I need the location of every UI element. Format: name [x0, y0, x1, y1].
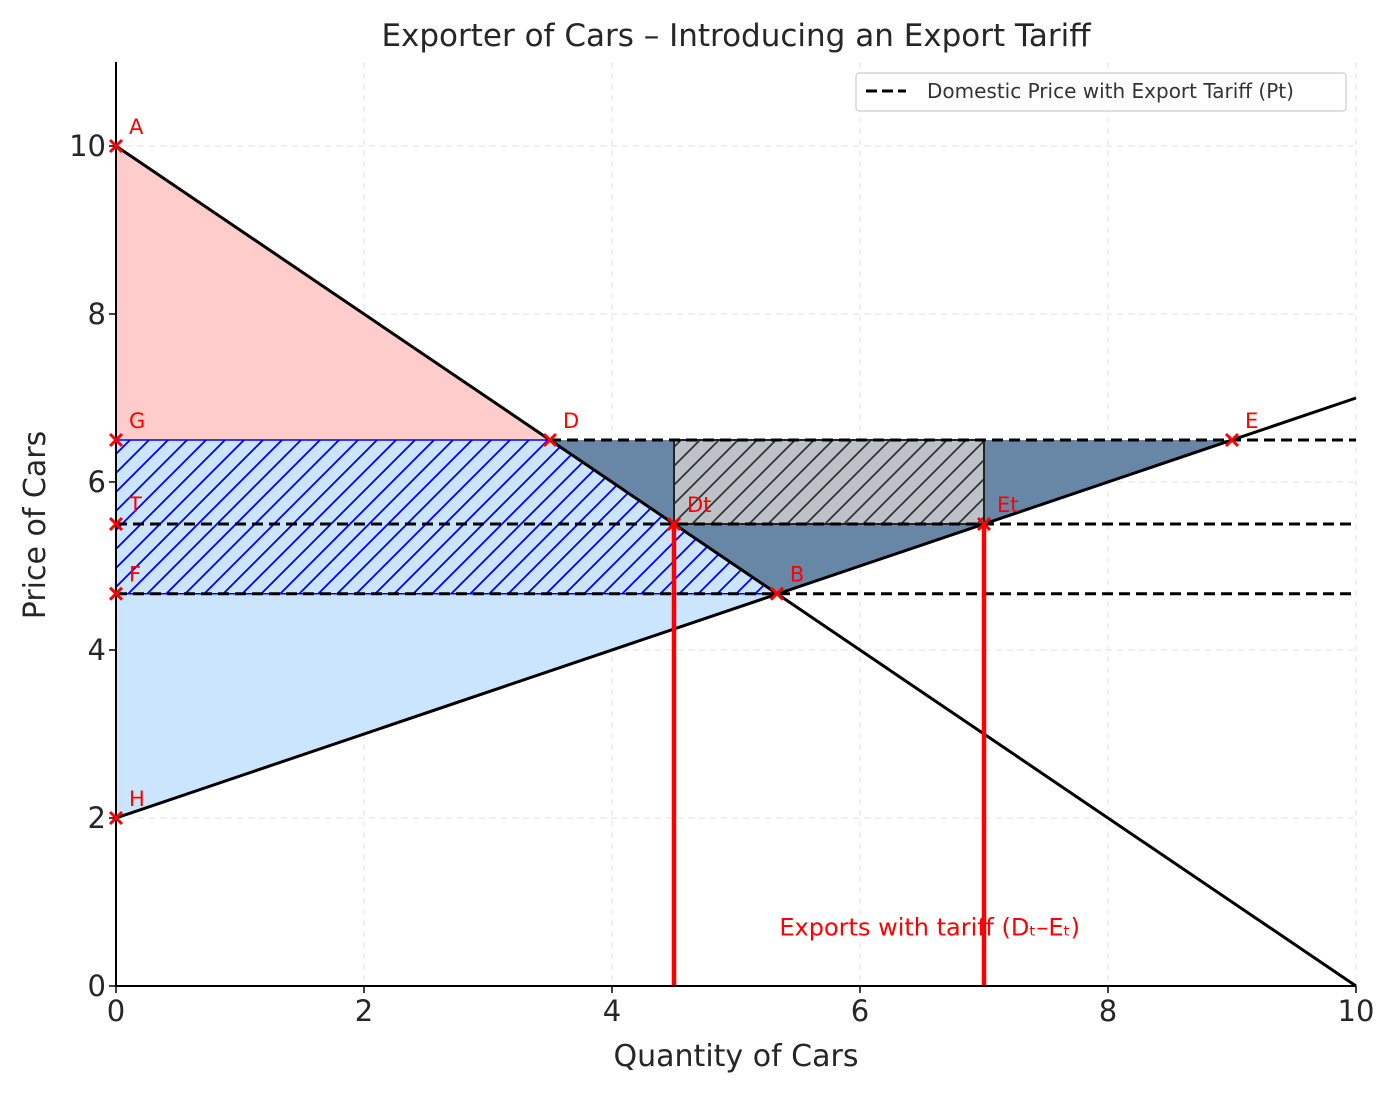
exports-annotation: Exports with tariff (Dₜ–Eₜ) [779, 914, 1080, 942]
point-label-g: G [129, 409, 145, 433]
point-label-et: Et [997, 493, 1019, 517]
x-tick-label: 4 [603, 994, 621, 1028]
point-marker-et [976, 516, 992, 532]
point-label-t: T [128, 493, 142, 517]
y-tick-label: 0 [88, 969, 106, 1003]
y-tick-label: 8 [88, 297, 106, 331]
x-tick-label: 8 [1099, 994, 1117, 1028]
point-label-f: F [129, 563, 141, 587]
x-axis-label: Quantity of Cars [614, 1039, 859, 1074]
x-tick-label: 10 [1338, 994, 1375, 1028]
supply-curve [115, 396, 1357, 820]
point-label-d: D [563, 409, 579, 433]
point-marker-h [108, 810, 124, 826]
curves [115, 144, 1357, 988]
point-label-h: H [129, 787, 145, 811]
y-tick-label: 4 [88, 633, 106, 667]
point-marker-a [108, 138, 124, 154]
chart-title: Exporter of Cars – Introducing an Export… [381, 18, 1091, 54]
point-label-e: E [1245, 409, 1258, 433]
x-tick-label: 2 [355, 994, 373, 1028]
y-tick-label: 2 [88, 801, 106, 835]
x-tick-label: 0 [107, 994, 125, 1028]
point-markers: A G T F H D Dt Et B E [108, 115, 1258, 826]
point-marker-f [108, 586, 124, 601]
point-marker-b [769, 586, 784, 601]
point-marker-e [1224, 432, 1240, 448]
y-tick-label: 6 [88, 465, 106, 499]
point-label-a: A [129, 115, 144, 139]
legend-entry-label: Domestic Price with Export Tariff (Pt) [927, 79, 1294, 103]
tariff-revenue-hatch [673, 439, 985, 525]
legend-box [855, 72, 1347, 112]
point-marker-t [108, 516, 124, 532]
legend: Domestic Price with Export Tariff (Pt) [855, 72, 1347, 112]
y-tick-label: 10 [69, 129, 106, 163]
demand-curve [115, 144, 1357, 988]
axes: 0 2 4 6 8 10 0 2 4 6 8 10 [69, 62, 1374, 1028]
point-label-dt: Dt [687, 493, 711, 517]
point-label-b: B [790, 563, 804, 587]
y-axis-label: Price of Cars [18, 431, 53, 619]
x-tick-label: 6 [851, 994, 869, 1028]
point-marker-g [108, 432, 124, 448]
point-marker-d [542, 432, 558, 448]
point-marker-dt [666, 516, 682, 532]
